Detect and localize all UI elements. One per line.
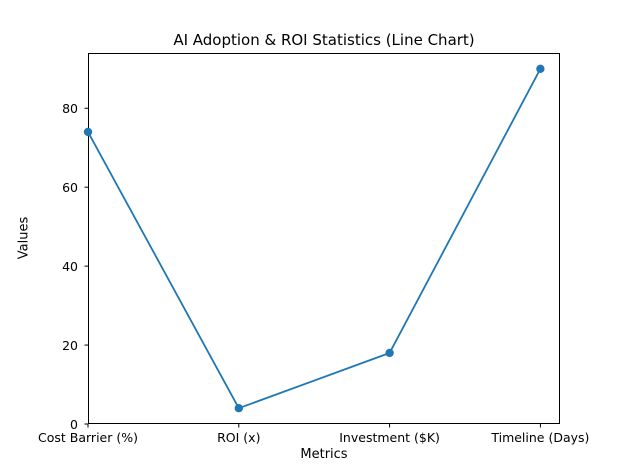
y-tick-label: 80 bbox=[62, 100, 78, 116]
y-tick-label: 60 bbox=[62, 179, 78, 195]
line-series bbox=[87, 68, 542, 410]
x-tick-label: Investment ($K) bbox=[339, 430, 440, 445]
axes-spines bbox=[88, 53, 560, 424]
x-tick-label: ROI (x) bbox=[217, 430, 261, 445]
x-axis-label: Metrics bbox=[300, 447, 348, 462]
chart-title: AI Adoption & ROI Statistics (Line Chart… bbox=[173, 31, 475, 49]
x-tick-label: Cost Barrier (%) bbox=[38, 430, 138, 445]
x-tick-label: Timeline (Days) bbox=[491, 430, 590, 445]
y-tick-label: 40 bbox=[62, 258, 78, 274]
data-point bbox=[234, 404, 243, 413]
y-tick-label: 0 bbox=[70, 416, 78, 432]
y-tick-label: 20 bbox=[62, 337, 78, 353]
data-point bbox=[536, 64, 545, 73]
data-point bbox=[385, 348, 394, 358]
data-point bbox=[83, 127, 93, 137]
